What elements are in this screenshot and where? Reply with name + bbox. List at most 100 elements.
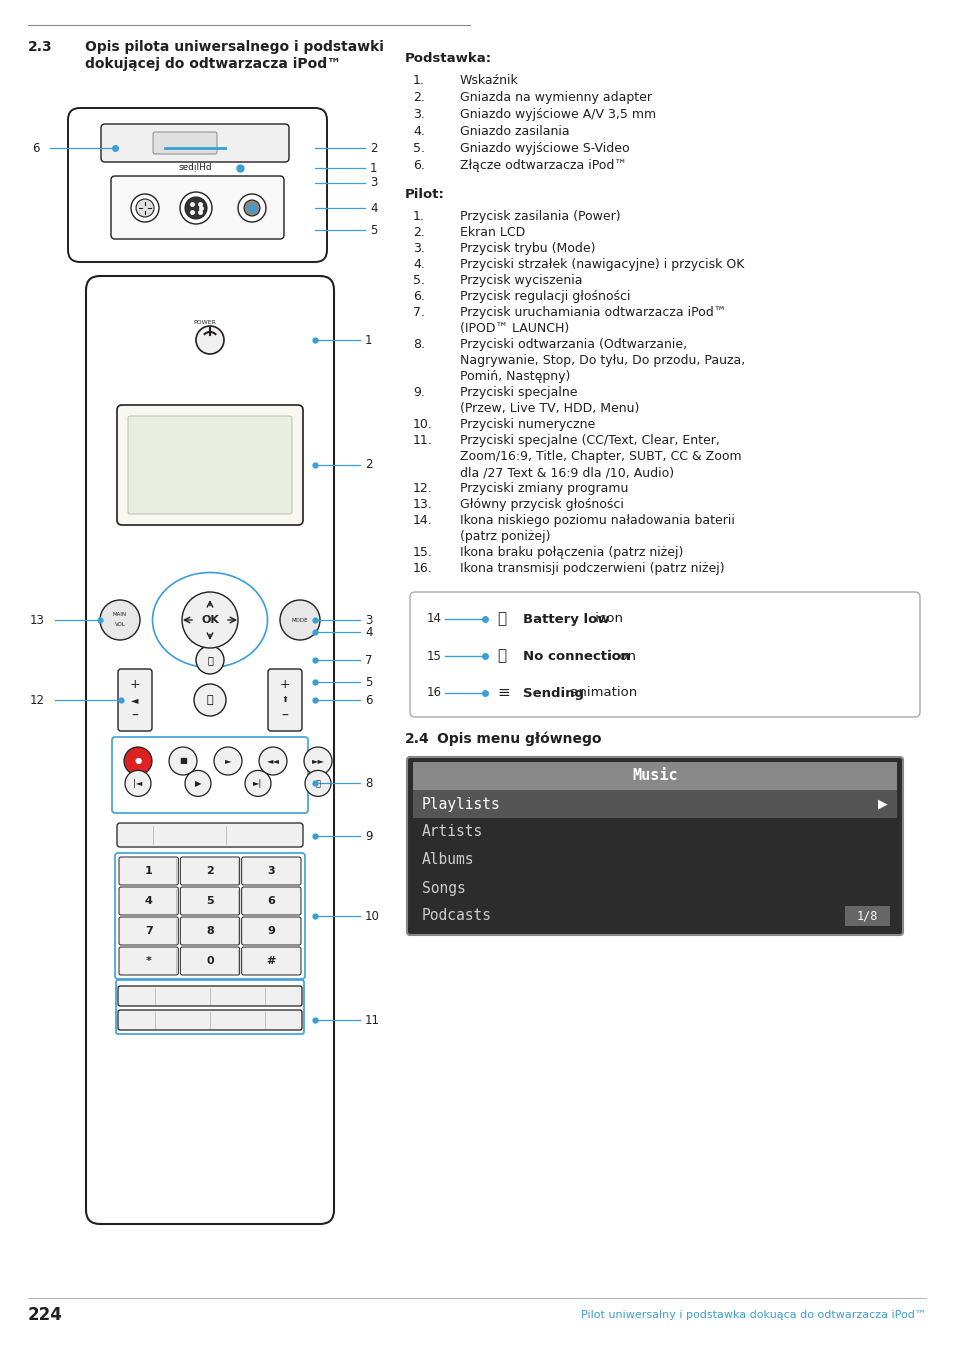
Text: animation: animation <box>566 687 637 699</box>
Text: Opis menu głównego: Opis menu głównego <box>436 732 601 747</box>
Text: ◄◄: ◄◄ <box>266 756 279 765</box>
FancyBboxPatch shape <box>241 857 301 886</box>
FancyBboxPatch shape <box>152 132 216 154</box>
Text: Zoom/16:9, Title, Chapter, SUBT, CC & Zoom: Zoom/16:9, Title, Chapter, SUBT, CC & Zo… <box>459 450 740 463</box>
Text: ►: ► <box>225 756 231 765</box>
Text: 2: 2 <box>206 865 213 876</box>
Circle shape <box>131 194 159 221</box>
Text: Przycisk regulacji głośności: Przycisk regulacji głośności <box>459 290 630 302</box>
Text: Albums: Albums <box>421 852 474 868</box>
Text: 2.4: 2.4 <box>405 732 429 747</box>
Text: 4: 4 <box>365 625 372 639</box>
Text: 12.: 12. <box>413 482 433 495</box>
FancyBboxPatch shape <box>117 824 303 846</box>
Text: POWER: POWER <box>193 320 216 324</box>
FancyBboxPatch shape <box>410 593 919 717</box>
Text: 4: 4 <box>145 896 152 906</box>
Text: Przycisk uruchamiania odtwarzacza iPod™: Przycisk uruchamiania odtwarzacza iPod™ <box>459 306 725 319</box>
Text: Przycisk trybu (Mode): Przycisk trybu (Mode) <box>459 242 595 255</box>
FancyBboxPatch shape <box>268 670 302 730</box>
Circle shape <box>237 194 266 221</box>
FancyBboxPatch shape <box>119 917 178 945</box>
Text: 4: 4 <box>370 201 377 215</box>
Text: icon: icon <box>603 649 635 663</box>
Text: Przyciski specjalne (CC/Text, Clear, Enter,: Przyciski specjalne (CC/Text, Clear, Ent… <box>459 433 720 447</box>
Circle shape <box>245 771 271 796</box>
Text: MODE: MODE <box>292 617 308 622</box>
FancyBboxPatch shape <box>117 405 303 525</box>
Text: Przyciski odtwarzania (Odtwarzanie,: Przyciski odtwarzania (Odtwarzanie, <box>459 338 686 351</box>
Text: OK: OK <box>201 616 218 625</box>
FancyBboxPatch shape <box>68 108 327 262</box>
Text: 6.: 6. <box>413 159 424 171</box>
Circle shape <box>193 684 226 716</box>
Text: 5: 5 <box>365 675 372 688</box>
Circle shape <box>182 593 237 648</box>
Text: 3.: 3. <box>413 242 424 255</box>
Text: 3.: 3. <box>413 108 424 122</box>
Text: Pomiń, Następny): Pomiń, Następny) <box>459 370 570 383</box>
Text: (patrz poniżej): (patrz poniżej) <box>459 531 550 543</box>
FancyBboxPatch shape <box>241 946 301 975</box>
Text: +: + <box>130 678 140 690</box>
Text: 5.: 5. <box>413 142 424 155</box>
Text: 15: 15 <box>427 649 441 663</box>
Circle shape <box>185 771 211 796</box>
Circle shape <box>280 599 319 640</box>
Text: ≡: ≡ <box>497 686 509 701</box>
FancyBboxPatch shape <box>118 986 302 1006</box>
Text: Battery low: Battery low <box>522 613 609 625</box>
Text: 1: 1 <box>145 865 152 876</box>
Text: MAIN: MAIN <box>112 613 127 617</box>
Text: 2.: 2. <box>413 225 424 239</box>
Text: Music: Music <box>632 768 677 783</box>
Circle shape <box>125 771 151 796</box>
Circle shape <box>195 647 224 674</box>
Text: Przyciski strzałek (nawigacyjne) i przycisk OK: Przyciski strzałek (nawigacyjne) i przyc… <box>459 258 743 271</box>
FancyBboxPatch shape <box>111 176 284 239</box>
Text: 7: 7 <box>365 653 372 667</box>
Text: Pilot:: Pilot: <box>405 188 444 201</box>
Text: Przycisk wyciszenia: Przycisk wyciszenia <box>459 274 582 288</box>
Text: Ekran LCD: Ekran LCD <box>459 225 525 239</box>
Bar <box>413 761 896 790</box>
Text: 10: 10 <box>365 910 379 922</box>
Text: ▶: ▶ <box>878 798 887 810</box>
Text: No connection: No connection <box>522 649 630 663</box>
Text: Złącze odtwarzacza iPod™: Złącze odtwarzacza iPod™ <box>459 159 626 171</box>
Text: ▶: ▶ <box>194 779 201 788</box>
FancyBboxPatch shape <box>101 124 289 162</box>
Text: Playlists: Playlists <box>421 796 500 811</box>
FancyBboxPatch shape <box>86 275 334 1224</box>
Text: 🎤: 🎤 <box>207 655 213 666</box>
Ellipse shape <box>152 572 267 667</box>
Text: 7.: 7. <box>413 306 424 319</box>
Circle shape <box>136 198 153 217</box>
Text: –: – <box>132 709 138 724</box>
Bar <box>413 790 896 818</box>
Text: 2: 2 <box>365 459 372 471</box>
FancyBboxPatch shape <box>112 737 308 813</box>
Text: 1.: 1. <box>413 74 424 86</box>
Text: 16.: 16. <box>413 562 433 575</box>
Circle shape <box>185 197 207 219</box>
FancyBboxPatch shape <box>241 917 301 945</box>
FancyBboxPatch shape <box>118 1010 302 1030</box>
Text: 8: 8 <box>206 926 213 936</box>
Text: Gniazdo wyjściowe S-Video: Gniazdo wyjściowe S-Video <box>459 142 629 155</box>
Text: Przyciski numeryczne: Przyciski numeryczne <box>459 418 595 431</box>
Text: VOL: VOL <box>114 622 125 628</box>
Text: |◄: |◄ <box>133 779 143 788</box>
Text: Ikona braku połączenia (patrz niżej): Ikona braku połączenia (patrz niżej) <box>459 545 682 559</box>
Text: Songs: Songs <box>421 880 465 895</box>
Circle shape <box>213 747 242 775</box>
Text: Podcasts: Podcasts <box>421 909 492 923</box>
Text: Przycisk zasilania (Power): Przycisk zasilania (Power) <box>459 211 620 223</box>
Text: 7: 7 <box>145 926 152 936</box>
Circle shape <box>195 325 224 354</box>
Text: dokującej do odtwarzacza iPod™: dokującej do odtwarzacza iPod™ <box>85 57 340 72</box>
Text: Przyciski zmiany programu: Przyciski zmiany programu <box>459 482 628 495</box>
Text: 8.: 8. <box>413 338 424 351</box>
Text: 9: 9 <box>267 926 275 936</box>
Text: 9: 9 <box>365 829 372 842</box>
